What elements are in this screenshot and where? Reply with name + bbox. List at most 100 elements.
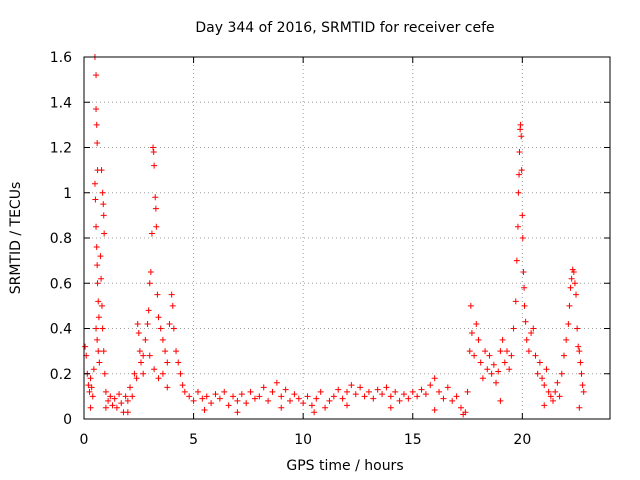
data-point: [109, 402, 116, 409]
data-point: [152, 194, 159, 201]
data-point: [508, 352, 515, 359]
data-point: [124, 409, 131, 416]
data-point: [146, 352, 153, 359]
data-point: [578, 370, 585, 377]
x-tick-label: 5: [189, 432, 198, 448]
data-point: [122, 393, 129, 400]
data-point: [311, 409, 318, 416]
data-point: [431, 406, 438, 413]
data-point: [133, 375, 140, 382]
data-point: [111, 395, 118, 402]
data-point: [521, 302, 528, 309]
data-point: [102, 388, 109, 395]
data-point: [256, 393, 263, 400]
data-point: [150, 149, 157, 156]
data-point: [444, 384, 451, 391]
data-point: [576, 348, 583, 355]
data-point: [265, 397, 272, 404]
data-point: [148, 230, 155, 237]
data-point: [93, 72, 100, 79]
data-point: [144, 320, 151, 327]
data-point: [190, 397, 197, 404]
data-point: [330, 393, 337, 400]
data-point: [518, 167, 525, 174]
data-point: [278, 393, 285, 400]
data-point: [88, 384, 95, 391]
data-point: [568, 275, 575, 282]
data-point: [516, 171, 523, 178]
data-point: [93, 244, 100, 251]
data-point: [175, 359, 182, 366]
data-point: [566, 302, 573, 309]
data-point: [157, 325, 164, 332]
y-tick-label: 1.4: [50, 95, 72, 111]
data-point: [464, 388, 471, 395]
y-tick-label: 0.2: [50, 367, 72, 383]
data-point: [98, 302, 105, 309]
data-point: [87, 404, 94, 411]
data-point: [154, 291, 161, 298]
data-point: [94, 262, 101, 269]
data-point: [418, 386, 425, 393]
data-point: [580, 388, 587, 395]
data-point: [317, 388, 324, 395]
data-point: [513, 257, 520, 264]
data-point: [93, 106, 100, 113]
data-point: [278, 404, 285, 411]
data-point: [134, 320, 141, 327]
axis-ticks: [83, 56, 610, 420]
data-point: [153, 223, 160, 230]
data-point: [379, 391, 386, 398]
data-point: [486, 352, 493, 359]
data-point: [131, 370, 138, 377]
data-point: [436, 388, 443, 395]
data-point: [101, 370, 108, 377]
data-point: [575, 343, 582, 350]
data-point: [91, 180, 98, 187]
data-point: [506, 366, 513, 373]
x-axis-label: GPS time / hours: [286, 458, 403, 474]
data-point: [273, 379, 280, 386]
data-point: [98, 167, 105, 174]
data-point: [473, 320, 480, 327]
data-point: [151, 366, 158, 373]
data-point: [392, 388, 399, 395]
data-point: [251, 395, 258, 402]
data-point: [370, 395, 377, 402]
data-point: [518, 133, 525, 140]
data-point: [344, 402, 350, 409]
data-point: [554, 379, 561, 386]
data-point: [532, 352, 539, 359]
data-point: [140, 370, 147, 377]
data-point: [453, 393, 460, 400]
y-tick-label: 1.2: [50, 141, 72, 157]
data-point: [95, 348, 102, 355]
data-point: [396, 397, 403, 404]
data-point: [85, 382, 92, 389]
data-point: [113, 404, 120, 411]
data-point: [300, 400, 307, 407]
data-point: [361, 393, 368, 400]
data-point: [225, 402, 232, 409]
data-point: [199, 395, 206, 402]
data-point: [93, 121, 100, 128]
data-point: [387, 404, 394, 411]
data-point: [155, 314, 162, 321]
data-point: [116, 391, 123, 398]
data-point: [495, 368, 502, 375]
data-point: [374, 386, 381, 393]
data-point: [414, 393, 421, 400]
data-point: [405, 395, 412, 402]
y-tick-label: 0.8: [50, 231, 72, 247]
data-point: [89, 393, 96, 400]
data-point: [565, 320, 572, 327]
data-point: [97, 253, 104, 260]
data-point: [179, 382, 186, 389]
data-point: [497, 348, 504, 355]
data-point: [477, 359, 484, 366]
data-point: [140, 352, 147, 359]
data-point: [556, 393, 563, 400]
data-point: [98, 275, 105, 282]
